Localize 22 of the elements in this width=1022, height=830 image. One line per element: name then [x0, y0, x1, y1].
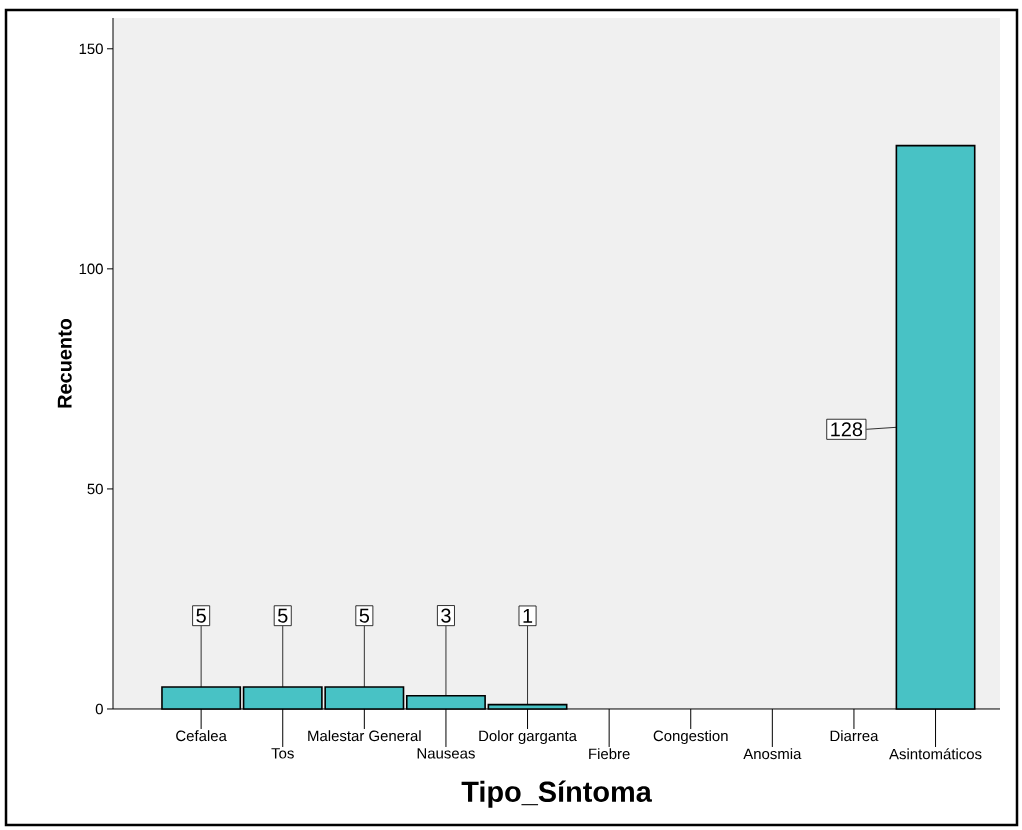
y-tick-label: 50 — [87, 483, 103, 495]
x-tick-label: Nauseas — [417, 748, 475, 759]
x-tick-label: Asintomáticos — [889, 748, 982, 760]
x-tick-label: Tos — [271, 748, 294, 759]
data-label: 128 — [831, 422, 863, 437]
x-axis-title: Tipo_Síntoma — [461, 780, 652, 808]
y-tick-label: 150 — [79, 43, 103, 55]
y-tick-label: 100 — [79, 263, 103, 275]
y-tick-label: 0 — [95, 703, 103, 715]
y-axis-title: Recuento — [57, 318, 72, 408]
data-label: 5 — [277, 608, 288, 623]
data-label: 1 — [523, 608, 533, 623]
x-tick-label: Malestar General — [308, 730, 421, 742]
x-tick-label: Cefalea — [176, 730, 227, 742]
x-tick-label: Fiebre — [589, 748, 630, 760]
x-tick-label: Dolor garganta — [479, 730, 577, 745]
x-tick-label: Congestion — [653, 730, 728, 745]
x-tick-label: Anosmia — [743, 748, 802, 760]
data-label: 3 — [441, 608, 451, 623]
x-tick-label: Diarrea — [830, 730, 879, 742]
data-label: 5 — [359, 608, 370, 623]
data-label: 5 — [196, 608, 206, 623]
